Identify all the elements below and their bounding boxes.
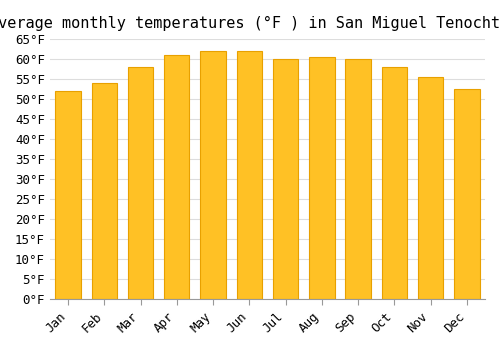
Bar — [309, 57, 334, 300]
Bar — [454, 89, 479, 300]
Bar — [56, 91, 80, 300]
Bar — [92, 83, 117, 300]
Bar — [236, 51, 262, 300]
Bar — [200, 51, 226, 300]
Title: Average monthly temperatures (°F ) in San Miguel Tenochtitlán: Average monthly temperatures (°F ) in Sa… — [0, 15, 500, 31]
Bar — [128, 67, 153, 300]
Bar — [164, 55, 190, 300]
Bar — [418, 77, 444, 300]
Bar — [346, 59, 371, 300]
Bar — [273, 59, 298, 300]
Bar — [382, 67, 407, 300]
